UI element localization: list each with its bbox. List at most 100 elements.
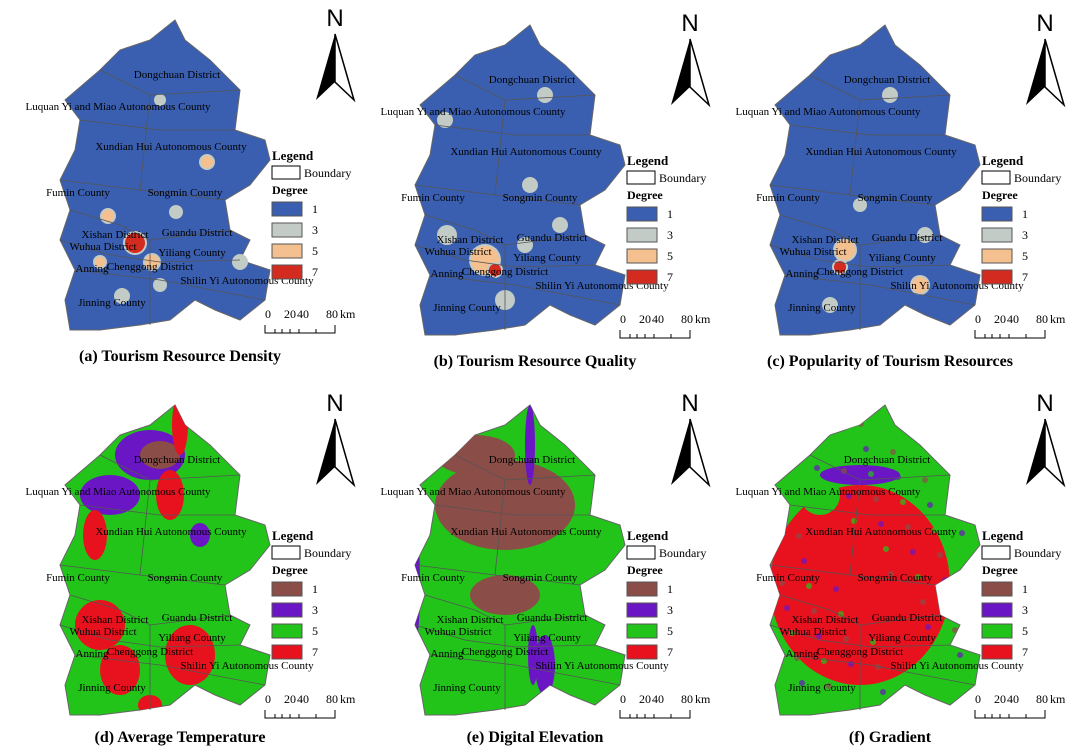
district-label: Yiliang County (158, 247, 226, 259)
district-label: Anning (431, 268, 465, 280)
district-label: Guandu District (872, 232, 943, 244)
district-label: Chenggong District (462, 266, 548, 278)
district-label: Luquan Yi and Miao Autonomous County (380, 486, 566, 498)
legend-swatch (982, 207, 1012, 221)
district-label: Wuhua District (779, 626, 846, 638)
raster-speck (863, 446, 869, 452)
district-label: Anning (786, 648, 820, 660)
legend-label: 5 (667, 249, 673, 263)
scale-bar (975, 330, 1045, 338)
legend-swatch (272, 582, 302, 596)
district-label: Xishan District (792, 234, 859, 246)
north-arrow-left (1026, 39, 1045, 105)
legend-label: 5 (1022, 249, 1028, 263)
raster-speck (880, 689, 886, 695)
legend-label: 7 (667, 645, 673, 659)
district-label: Jinning County (788, 302, 856, 314)
legend-swatch (627, 249, 657, 263)
district-label: Wuhua District (779, 246, 846, 258)
district-label: Shilin Yi Autonomous County (180, 660, 314, 672)
scale-label: 80 (1036, 692, 1048, 706)
legend-swatch (627, 645, 657, 659)
legend-swatch (272, 624, 302, 638)
legend-swatch (272, 223, 302, 237)
hotspot (201, 156, 213, 168)
legend-swatch (982, 603, 1012, 617)
legend-degree-title: Degree (982, 563, 1018, 577)
north-label: N (326, 390, 343, 417)
legend-label: 5 (312, 624, 318, 638)
district-label: Chenggong District (107, 646, 193, 658)
legend-degree-title: Degree (272, 563, 308, 577)
scale-label: 80 (326, 692, 338, 706)
district-label: Dongchuan District (489, 454, 575, 466)
legend-label: 3 (312, 603, 318, 617)
legend-title: Legend (272, 528, 314, 543)
legend-label: 7 (1022, 645, 1028, 659)
district-label: Guandu District (517, 232, 588, 244)
district-label: Dongchuan District (134, 454, 220, 466)
legend-swatch (627, 207, 657, 221)
scale-label: 0 (265, 692, 271, 706)
legend-boundary-swatch (982, 171, 1010, 184)
hotspot (524, 179, 536, 191)
scale-bar (620, 330, 690, 338)
district-label: Yiliang County (513, 252, 581, 264)
scale-label: 80 (681, 312, 693, 326)
district-label: Fumin County (401, 192, 465, 204)
district-label: Chenggong District (462, 646, 548, 658)
scale-bar (265, 325, 335, 333)
legend-degree-title: Degree (272, 183, 308, 197)
raster-blob (410, 525, 420, 645)
district-label: Jinning County (433, 682, 501, 694)
district-label: Songmin County (148, 187, 223, 199)
legend-boundary: Boundary (1014, 546, 1061, 560)
district-label: Guandu District (517, 612, 588, 624)
district-label: Xishan District (792, 614, 859, 626)
panel-caption: (b) Tourism Resource Quality (434, 353, 637, 370)
district-label: Xundian Hui Autonomous County (95, 526, 247, 538)
north-label: N (681, 390, 698, 417)
north-arrow-right (335, 34, 354, 100)
north-arrow-right (690, 39, 709, 105)
legend-swatch (982, 249, 1012, 263)
legend-boundary: Boundary (659, 546, 706, 560)
district-label: Dongchuan District (844, 454, 930, 466)
raster-speck (836, 443, 842, 449)
legend-boundary: Boundary (659, 171, 706, 185)
map-panel: Dongchuan DistrictLuquan Yi and Miao Aut… (380, 10, 711, 370)
panel-caption: (d) Average Temperature (95, 729, 266, 746)
legend-title: Legend (627, 528, 669, 543)
raster-speck (922, 477, 928, 483)
legend-boundary-swatch (272, 546, 300, 559)
district-label: Yiliang County (868, 252, 936, 264)
scale-unit: km (340, 307, 356, 321)
legend-boundary: Boundary (304, 546, 351, 560)
legend-label: 7 (1022, 270, 1028, 284)
district-label: Xundian Hui Autonomous County (805, 526, 957, 538)
district-label: Dongchuan District (134, 69, 220, 81)
raster-speck (949, 480, 955, 486)
legend-swatch (982, 270, 1012, 284)
map-panel: Dongchuan DistrictLuquan Yi and Miao Aut… (25, 390, 356, 746)
district-label: Anning (786, 268, 820, 280)
district-label: Yiliang County (158, 632, 226, 644)
legend-swatch (272, 645, 302, 659)
raster-speck (927, 502, 933, 508)
legend-label: 7 (667, 270, 673, 284)
raster-speck (814, 465, 820, 471)
raster-speck (947, 602, 953, 608)
legend-boundary: Boundary (1014, 171, 1061, 185)
district-label: Xishan District (82, 614, 149, 626)
legend-degree-title: Degree (982, 188, 1018, 202)
raster-speck (868, 471, 874, 477)
legend-swatch (627, 624, 657, 638)
legend-label: 1 (1022, 207, 1028, 221)
scale-label: 20 (284, 692, 296, 706)
raster-speck (920, 599, 926, 605)
north-arrow-left (316, 419, 335, 485)
district-label: Dongchuan District (489, 74, 575, 86)
scale-bar (265, 710, 335, 718)
scale-label: 80 (1036, 312, 1048, 326)
